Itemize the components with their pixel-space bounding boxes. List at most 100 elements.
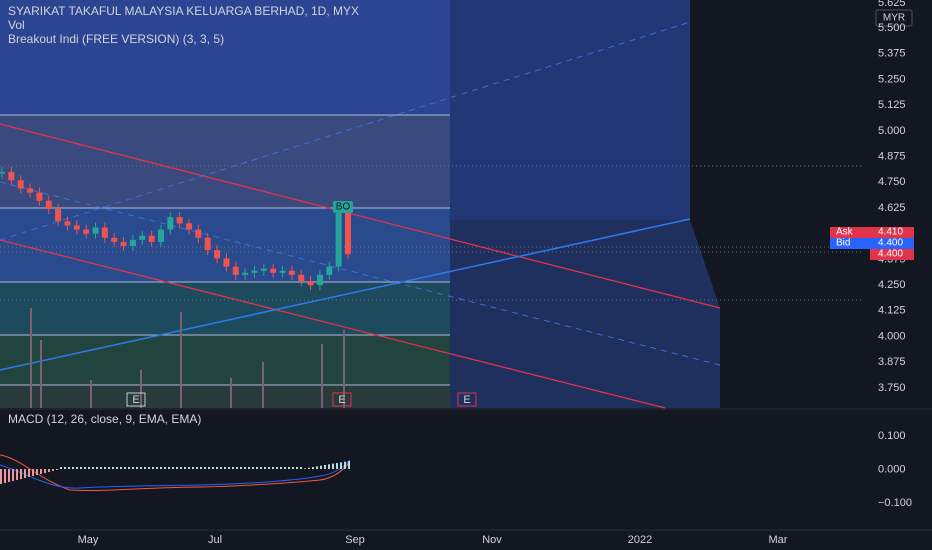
histogram-bar	[280, 467, 282, 469]
candle	[148, 235, 155, 242]
histogram-bar	[348, 461, 350, 469]
candle	[270, 268, 277, 273]
last-price: 4.400	[878, 249, 903, 260]
candle	[8, 171, 15, 181]
candle	[120, 241, 127, 247]
ask-price-tag	[870, 227, 914, 238]
histogram-bar	[188, 467, 190, 469]
price-tick-label: 4.250	[878, 279, 906, 291]
histogram-bar	[216, 467, 218, 469]
candle	[195, 229, 202, 238]
price-tick-label: 4.750	[878, 176, 906, 188]
zone	[450, 220, 720, 408]
candle	[83, 229, 90, 234]
histogram-bar	[168, 467, 170, 469]
candle	[214, 250, 221, 259]
histogram-bar	[164, 467, 166, 469]
price-tick-label: 3.750	[878, 382, 906, 394]
histogram-bar	[48, 469, 50, 472]
histogram-bar	[152, 467, 154, 469]
histogram-bar	[8, 469, 10, 482]
time-tick-label: Jul	[208, 534, 222, 546]
candle	[316, 274, 323, 286]
histogram-bar	[236, 467, 238, 469]
macd-tick-label: 0.000	[878, 463, 906, 475]
histogram-bar	[304, 468, 306, 469]
histogram-bar	[112, 467, 114, 469]
histogram-bar	[200, 467, 202, 469]
channel-upper	[0, 123, 721, 309]
candle	[223, 258, 230, 267]
channel-mid	[0, 181, 721, 366]
histogram-bar	[204, 467, 206, 469]
histogram-bar	[4, 469, 6, 483]
histogram-bar	[12, 469, 14, 481]
earnings-marker	[332, 392, 352, 407]
earnings-label: E	[338, 394, 345, 406]
bid-tag	[830, 238, 870, 249]
candle	[73, 225, 80, 230]
candle	[288, 270, 295, 275]
histogram-bar	[324, 465, 326, 469]
histogram-bar	[128, 467, 130, 469]
histogram-bar	[92, 467, 94, 469]
histogram-bar	[24, 469, 26, 478]
histogram-bar	[296, 467, 298, 469]
candles	[0, 166, 351, 291]
candle	[0, 171, 5, 174]
histogram-bar	[320, 465, 322, 469]
histogram-bar	[272, 467, 274, 469]
zone	[0, 282, 450, 335]
histogram-bar	[84, 467, 86, 469]
histogram-bar	[288, 467, 290, 469]
histogram-bar	[56, 469, 58, 470]
histogram-bar	[96, 467, 98, 469]
price-tick-label: 4.125	[878, 305, 906, 317]
histogram-bar	[40, 469, 42, 474]
candle	[92, 227, 99, 234]
candle	[326, 266, 333, 275]
price-axis	[862, 0, 932, 530]
indicator-label: Vol	[8, 18, 25, 32]
histogram-bar	[116, 467, 118, 469]
histogram-bar	[144, 467, 146, 469]
histogram-bar	[68, 467, 70, 469]
histogram-bar	[220, 467, 222, 469]
histogram-bar	[20, 469, 22, 479]
bid-price: 4.400	[878, 238, 903, 249]
histogram-bar	[104, 467, 106, 469]
histogram-bar	[284, 467, 286, 469]
time-tick-label: Sep	[345, 534, 365, 546]
histogram-bar	[316, 466, 318, 469]
candle	[335, 213, 342, 267]
histogram-bar	[248, 467, 250, 469]
candle	[17, 180, 24, 189]
currency: MYR	[883, 13, 905, 24]
histogram-bar	[196, 467, 198, 469]
price-tick-label: 5.375	[878, 48, 906, 60]
macd-label: MACD (12, 26, close, 9, EMA, EMA)	[8, 412, 201, 426]
histogram-bar	[60, 467, 62, 469]
histogram-bar	[228, 467, 230, 469]
histogram-bar	[76, 467, 78, 469]
histogram-bar	[156, 467, 158, 469]
bid-label: Bid	[836, 238, 850, 249]
candle	[307, 281, 314, 286]
histogram-bar	[140, 467, 142, 469]
histogram-bar	[260, 467, 262, 469]
histogram-bar	[108, 467, 110, 469]
histogram-bar	[276, 467, 278, 469]
zone	[0, 335, 450, 385]
earnings-marker	[457, 392, 477, 407]
histogram-bar	[344, 461, 346, 469]
price-tick-label: 5.500	[878, 22, 906, 34]
trend-line	[0, 218, 691, 371]
time-tick-label: Mar	[769, 534, 788, 546]
histogram-bar	[328, 464, 330, 469]
zone	[0, 385, 450, 408]
histogram-bar	[148, 467, 150, 469]
histogram-bar	[268, 467, 270, 469]
histogram-bar	[192, 467, 194, 469]
histogram-bar	[124, 467, 126, 469]
volume	[30, 308, 345, 408]
